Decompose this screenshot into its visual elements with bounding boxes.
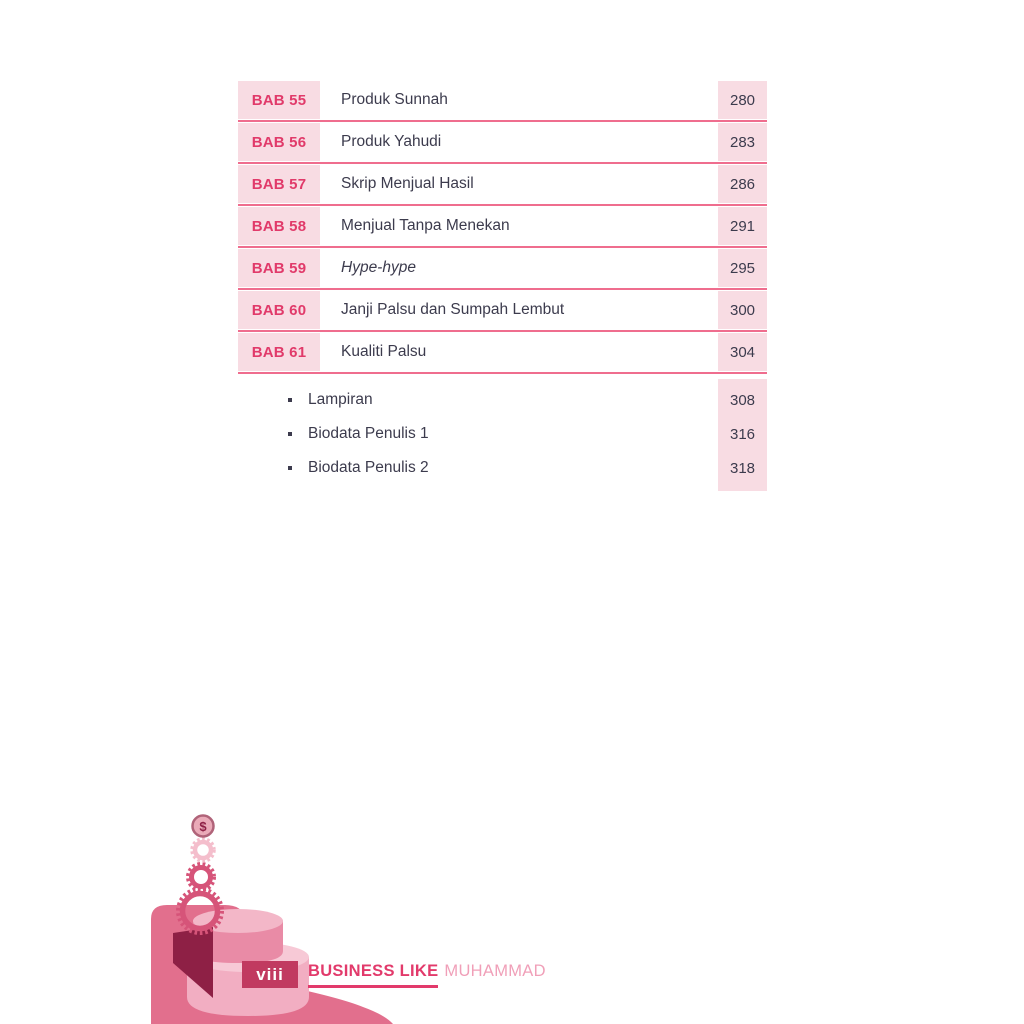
chapter-label: BAB 58 xyxy=(238,207,320,245)
page-number-badge: viii xyxy=(242,961,298,988)
chapter-title: Skrip Menjual Hasil xyxy=(341,175,474,192)
bullet-icon xyxy=(288,432,292,436)
toc-row: BAB 56 Produk Yahudi 283 xyxy=(238,123,767,161)
chapter-label: BAB 59 xyxy=(238,249,320,287)
toc-row: BAB 58 Menjual Tanpa Menekan 291 xyxy=(238,207,767,245)
bullet-icon xyxy=(288,466,292,470)
row-separator xyxy=(238,204,767,206)
chapter-label: BAB 60 xyxy=(238,291,320,329)
appendix-title: Lampiran xyxy=(308,391,373,408)
appendix-title: Biodata Penulis 1 xyxy=(308,425,429,442)
book-title-strong: BUSINESS LIKE xyxy=(308,962,439,988)
toc-row: BAB 61 Kualiti Palsu 304 xyxy=(238,333,767,371)
dollar-coin-icon: $ xyxy=(191,814,215,838)
appendix-page-number: 316 xyxy=(729,425,756,443)
chapter-label: BAB 61 xyxy=(238,333,320,371)
chapter-page-number: 304 xyxy=(718,333,767,371)
book-title-light: MUHAMMAD xyxy=(444,962,546,980)
row-separator xyxy=(238,120,767,122)
bullet-icon xyxy=(288,398,292,402)
row-separator xyxy=(238,288,767,290)
chapter-label: BAB 57 xyxy=(238,165,320,203)
chapter-title: Janji Palsu dan Sumpah Lembut xyxy=(341,301,565,318)
book-title: BUSINESS LIKE MUHAMMAD xyxy=(308,962,546,988)
page-number-column-bg xyxy=(718,379,767,491)
appendix-title: Biodata Penulis 2 xyxy=(308,459,429,476)
gear-icon-medium xyxy=(186,862,216,892)
chapter-label: BAB 56 xyxy=(238,123,320,161)
dollar-symbol: $ xyxy=(199,819,207,834)
gear-icon-small xyxy=(190,837,216,863)
list-item: Biodata Penulis 2 318 xyxy=(238,451,767,485)
chapter-page-number: 295 xyxy=(718,249,767,287)
toc-row: BAB 60 Janji Palsu dan Sumpah Lembut 300 xyxy=(238,291,767,329)
chapter-title: Menjual Tanpa Menekan xyxy=(341,217,510,234)
chapter-title: Produk Yahudi xyxy=(341,133,442,150)
chapter-title: Kualiti Palsu xyxy=(341,343,427,360)
chapter-page-number: 286 xyxy=(718,165,767,203)
row-separator xyxy=(238,162,767,164)
table-of-contents: BAB 55 Produk Sunnah 280 BAB 56 Produk Y… xyxy=(238,81,767,375)
chapter-page-number: 280 xyxy=(718,81,767,119)
chapter-label: BAB 55 xyxy=(238,81,320,119)
toc-row: BAB 57 Skrip Menjual Hasil 286 xyxy=(238,165,767,203)
footer-decoration: $ xyxy=(151,814,393,1024)
list-item: Lampiran 308 xyxy=(238,383,767,417)
chapter-page-number: 291 xyxy=(718,207,767,245)
list-item: Biodata Penulis 1 316 xyxy=(238,417,767,451)
chapter-title: Hype-hype xyxy=(341,259,416,276)
row-separator xyxy=(238,372,767,374)
appendix-list: Lampiran 308 Biodata Penulis 1 316 Bioda… xyxy=(238,379,767,491)
chapter-page-number: 300 xyxy=(718,291,767,329)
chapter-title: Produk Sunnah xyxy=(341,91,448,108)
row-separator xyxy=(238,246,767,248)
toc-row: BAB 59 Hype-hype 295 xyxy=(238,249,767,287)
row-separator xyxy=(238,330,767,332)
appendix-page-number: 308 xyxy=(729,391,756,409)
chapter-page-number: 283 xyxy=(718,123,767,161)
toc-row: BAB 55 Produk Sunnah 280 xyxy=(238,81,767,119)
pie-wedge xyxy=(173,927,213,998)
appendix-page-number: 318 xyxy=(729,459,756,477)
